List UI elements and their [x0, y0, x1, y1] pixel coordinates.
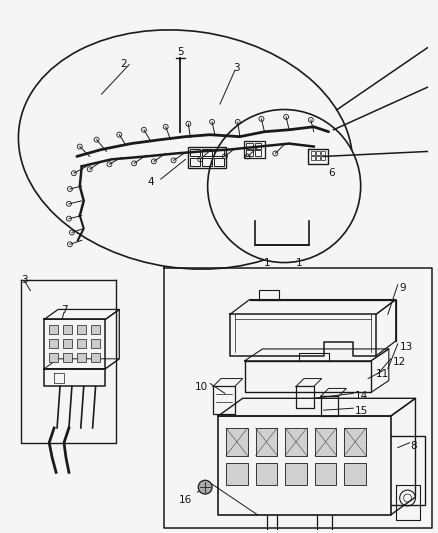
- Bar: [49, 353, 58, 362]
- Bar: [226, 464, 247, 485]
- Text: 6: 6: [328, 168, 335, 178]
- Circle shape: [198, 480, 212, 494]
- Bar: [254, 143, 261, 149]
- Text: 8: 8: [410, 441, 417, 451]
- Bar: [321, 151, 325, 156]
- Bar: [246, 150, 253, 156]
- Text: 13: 13: [400, 342, 413, 352]
- Bar: [285, 428, 307, 456]
- Text: 2: 2: [120, 59, 127, 69]
- Bar: [316, 151, 320, 156]
- Text: 15: 15: [355, 406, 368, 416]
- Bar: [49, 325, 58, 334]
- Text: 5: 5: [177, 47, 184, 57]
- Text: 10: 10: [195, 382, 208, 392]
- Bar: [63, 339, 72, 348]
- Bar: [63, 325, 72, 334]
- Bar: [315, 428, 336, 456]
- Text: 3: 3: [233, 62, 240, 72]
- Text: 9: 9: [400, 283, 406, 293]
- Bar: [77, 353, 86, 362]
- Bar: [214, 149, 224, 156]
- Bar: [316, 156, 320, 160]
- Text: 3: 3: [21, 275, 28, 285]
- Text: 11: 11: [376, 369, 389, 378]
- Bar: [214, 158, 224, 166]
- Bar: [344, 464, 366, 485]
- Text: 7: 7: [61, 304, 67, 314]
- Bar: [246, 143, 253, 149]
- Text: 1: 1: [264, 258, 271, 268]
- Bar: [91, 325, 99, 334]
- Bar: [244, 141, 265, 158]
- Bar: [77, 325, 86, 334]
- Text: 14: 14: [355, 391, 368, 401]
- Bar: [226, 428, 247, 456]
- Text: 4: 4: [148, 177, 154, 187]
- Bar: [254, 150, 261, 156]
- Bar: [77, 339, 86, 348]
- Text: 12: 12: [393, 357, 406, 367]
- Bar: [191, 158, 200, 166]
- Bar: [321, 156, 325, 160]
- Bar: [49, 339, 58, 348]
- Bar: [63, 353, 72, 362]
- Bar: [202, 149, 212, 156]
- Bar: [315, 464, 336, 485]
- Bar: [311, 151, 315, 156]
- Bar: [285, 464, 307, 485]
- Bar: [191, 149, 200, 156]
- Bar: [344, 428, 366, 456]
- Text: 1: 1: [296, 258, 302, 268]
- Ellipse shape: [208, 109, 360, 263]
- Bar: [255, 464, 277, 485]
- Text: 16: 16: [179, 495, 192, 505]
- Bar: [202, 158, 212, 166]
- Bar: [91, 339, 99, 348]
- Bar: [255, 428, 277, 456]
- Bar: [91, 353, 99, 362]
- Bar: [188, 147, 226, 168]
- Bar: [311, 156, 315, 160]
